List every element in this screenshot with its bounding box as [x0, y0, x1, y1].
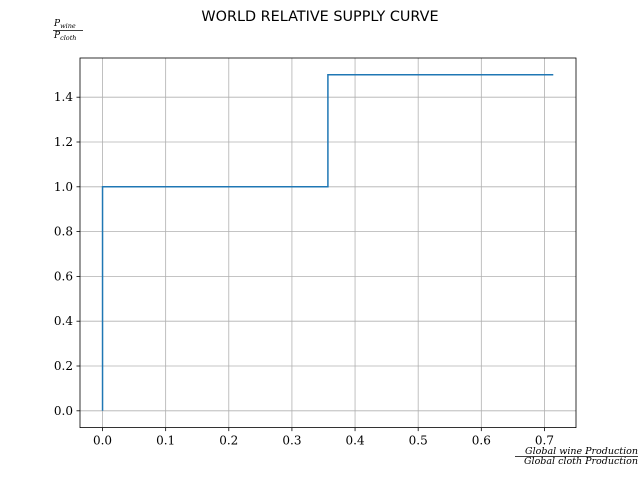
y-num-sub: wine: [60, 22, 76, 30]
y-den-sub: cloth: [60, 34, 76, 42]
x-tick-label: 0.1: [156, 434, 175, 448]
y-tick-label: 1.0: [54, 180, 73, 194]
y-axis-label: Pwine Pcloth: [53, 19, 83, 42]
supply-curve-line: [101, 74, 554, 411]
chart-title: WORLD RELATIVE SUPPLY CURVE: [201, 9, 438, 25]
ticks: 0.0 0.1 0.2 0.3 0.4 0.5 0.6 0.7 0.0 0.2 0.4 0.6 0.8 1…: [54, 90, 554, 447]
y-axis-label-denominator: Pcloth: [53, 31, 77, 42]
x-axis-label: Global wine Production Global cloth Prod…: [515, 446, 638, 467]
y-tick-label: 0.0: [54, 404, 73, 418]
plot-lines: [101, 74, 554, 411]
y-tick-label: 0.2: [54, 359, 73, 373]
y-axis-label-numerator: Pwine: [53, 19, 76, 30]
x-tick-label: 0.6: [472, 434, 491, 448]
grid: [80, 58, 576, 428]
y-tick-label: 1.4: [54, 90, 73, 104]
y-tick-label: 0.4: [54, 314, 73, 328]
x-tick-label: 0.2: [219, 434, 238, 448]
x-tick-label: 0.7: [535, 434, 554, 448]
x-tick-label: 0.3: [282, 434, 301, 448]
x-axis-label-denominator: Global cloth Production: [524, 456, 638, 467]
y-tick-label: 1.2: [54, 135, 73, 149]
x-tick-label: 0.5: [409, 434, 428, 448]
x-axis-label-numerator: Global wine Production: [525, 446, 638, 457]
x-tick-label: 0.4: [346, 434, 365, 448]
x-tick-label: 0.0: [93, 434, 112, 448]
y-tick-label: 0.8: [54, 225, 73, 239]
plot-frame: [79, 57, 577, 429]
y-tick-label: 0.6: [54, 269, 73, 283]
